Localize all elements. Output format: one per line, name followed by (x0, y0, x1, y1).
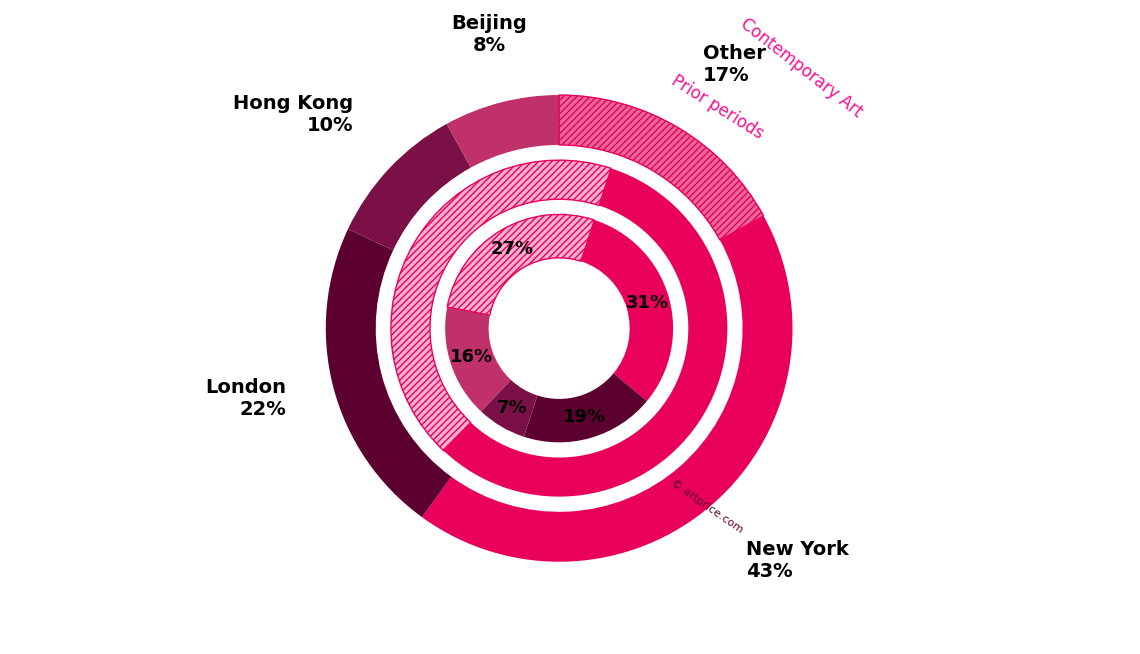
Text: Hong Kong
10%: Hong Kong 10% (234, 94, 353, 135)
Wedge shape (447, 215, 594, 315)
Text: New York
43%: New York 43% (746, 540, 848, 581)
Text: 16%: 16% (450, 348, 492, 366)
Wedge shape (326, 229, 451, 517)
Wedge shape (443, 168, 727, 496)
Text: 7%: 7% (497, 399, 528, 417)
Text: London
22%: London 22% (205, 378, 286, 419)
Text: Beijing
8%: Beijing 8% (451, 14, 527, 55)
Wedge shape (581, 220, 673, 401)
Wedge shape (524, 373, 648, 442)
Wedge shape (481, 380, 537, 437)
Text: 19%: 19% (563, 408, 606, 426)
Wedge shape (348, 124, 471, 250)
Wedge shape (391, 160, 611, 451)
Wedge shape (447, 95, 559, 167)
Text: 27%: 27% (490, 240, 534, 258)
Wedge shape (559, 95, 764, 240)
Text: Prior periods: Prior periods (668, 71, 766, 143)
Text: © artprice.com: © artprice.com (669, 478, 744, 535)
Text: Contemporary Art: Contemporary Art (738, 15, 866, 121)
Wedge shape (391, 160, 611, 451)
Wedge shape (559, 95, 764, 240)
Text: 31%: 31% (626, 294, 669, 312)
Wedge shape (422, 216, 792, 562)
Wedge shape (446, 307, 511, 411)
Wedge shape (447, 215, 594, 315)
Text: Other
17%: Other 17% (702, 44, 766, 86)
